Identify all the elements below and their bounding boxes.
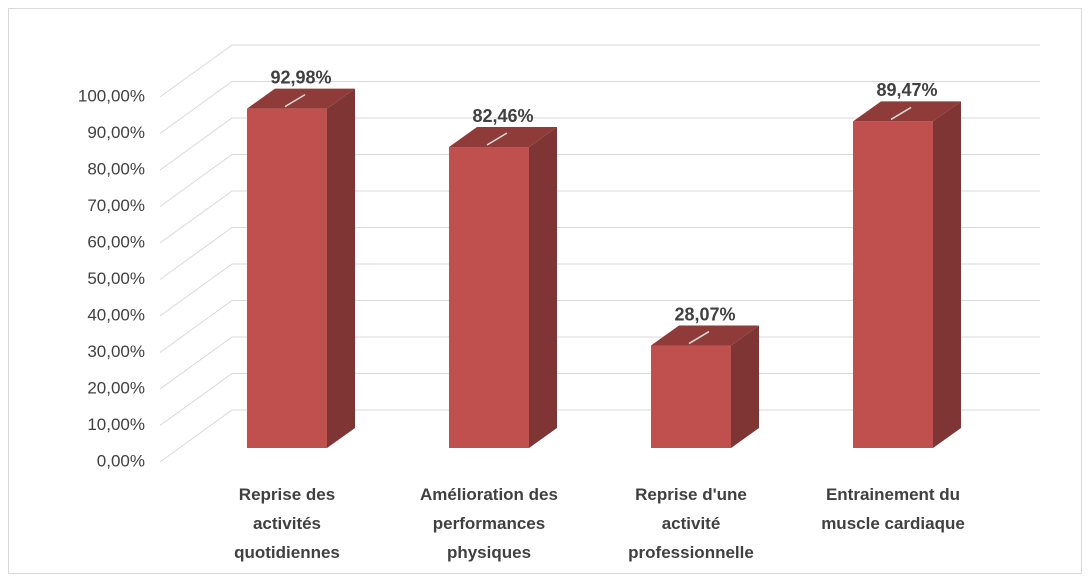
y-tick-label: 60,00%	[87, 232, 145, 251]
y-tick-label: 100,00%	[78, 86, 145, 105]
bar-top	[651, 325, 759, 346]
leader-line	[890, 106, 912, 121]
y-tick-label: 80,00%	[87, 159, 145, 178]
grid-line	[159, 263, 1040, 317]
y-tick-label: 90,00%	[87, 123, 145, 142]
y-tick-label: 40,00%	[87, 305, 145, 324]
grid-line	[159, 117, 1040, 171]
bar-top	[449, 127, 557, 148]
grid-line	[159, 227, 1040, 280]
leader-line	[486, 132, 508, 146]
y-tick-label: 70,00%	[87, 196, 145, 215]
bar-top	[247, 88, 355, 109]
bar	[853, 121, 933, 448]
bar-side	[933, 101, 961, 448]
bar-top	[853, 101, 961, 122]
grid-line	[159, 373, 1040, 426]
grid-line	[159, 336, 1040, 390]
bar-side	[731, 325, 759, 448]
grid-line	[159, 409, 1040, 463]
x-tick-label: Reprise d'une activité professionnelle	[628, 485, 754, 562]
data-label: 89,47%	[876, 80, 937, 100]
grid-line	[159, 154, 1040, 207]
bar	[449, 147, 529, 448]
y-tick-label: 20,00%	[87, 378, 145, 397]
data-label: 28,07%	[674, 304, 735, 324]
grid-line	[159, 190, 1040, 244]
grid-line	[159, 300, 1040, 353]
leader-line	[688, 330, 710, 345]
bar	[651, 345, 731, 448]
x-tick-label: Reprise des activités quotidiennes	[234, 485, 340, 562]
data-label: 92,98%	[270, 67, 331, 87]
bar	[247, 108, 327, 449]
leader-line	[284, 93, 306, 108]
y-tick-label: 30,00%	[87, 342, 145, 361]
grid-line	[159, 81, 1040, 134]
data-label: 82,46%	[472, 106, 533, 126]
y-tick-label: 10,00%	[87, 415, 145, 434]
grid-line	[159, 44, 1040, 98]
x-tick-label: Amélioration des performances physiques	[420, 485, 558, 562]
bar-side	[529, 127, 557, 449]
bar-side	[327, 88, 355, 449]
y-tick-label: 0,00%	[97, 451, 145, 470]
y-tick-label: 50,00%	[87, 269, 145, 288]
x-tick-label: Entrainement du muscle cardiaque	[821, 485, 965, 533]
